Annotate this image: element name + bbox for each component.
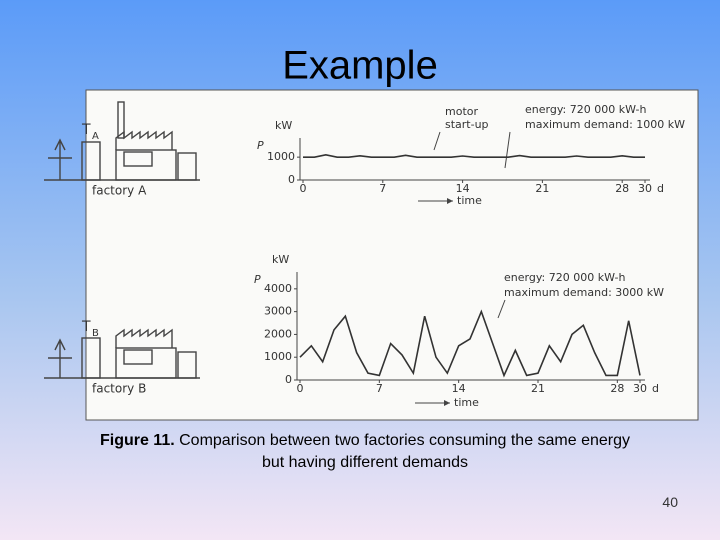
factory-a-drawing: [44, 101, 200, 181]
annotation-arrow: [497, 299, 506, 319]
power-line: [299, 309, 641, 378]
power-line: [303, 154, 645, 158]
y-label: P: [254, 273, 261, 286]
x-tick-label: 21: [535, 182, 549, 195]
factory-b-tag-sub: B: [92, 328, 99, 339]
annotation: motor: [445, 105, 478, 118]
annotation: maximum demand: 1000 kW: [525, 118, 685, 131]
caption-text: Comparison between two factories consumi…: [179, 432, 631, 471]
y-tick-label: 4000: [264, 282, 292, 295]
factory-a-tag: T: [81, 122, 91, 138]
x-tick-label: 0: [300, 182, 307, 195]
x-tick-label: 14: [452, 382, 466, 395]
x-tick-label: 30: [638, 182, 652, 195]
slide-title: Example: [282, 44, 438, 88]
y-tick-label: 2000: [264, 327, 292, 340]
x-unit: d: [657, 182, 664, 195]
x-tick-label: 7: [376, 382, 383, 395]
y-tick-label: 0: [285, 373, 292, 386]
y-unit: kW: [275, 119, 292, 132]
factory-a-tag-sub: A: [92, 131, 99, 142]
figure-frame: [85, 89, 699, 421]
factory-b-drawing: [44, 328, 200, 379]
annotation-arrow: [433, 131, 511, 169]
x-tick-label: 7: [379, 182, 386, 195]
y-tick-label: 3000: [264, 305, 292, 318]
page-number: 40: [662, 494, 678, 510]
annotation: energy: 720 000 kW-h: [525, 103, 646, 116]
x-tick-label: 21: [531, 382, 545, 395]
x-tick-label: 30: [633, 382, 647, 395]
y-label: P: [257, 139, 264, 152]
x-label: time: [454, 396, 479, 409]
x-tick-label: 28: [615, 182, 629, 195]
factory-b-label: factory B: [92, 382, 146, 396]
caption: Figure 11. Comparison between two factor…: [90, 430, 640, 474]
factory-a-label: factory A: [92, 184, 147, 198]
x-unit: d: [652, 382, 659, 395]
y-unit: kW: [272, 253, 289, 266]
caption-label: Figure 11.: [99, 432, 175, 449]
time-arrowhead: [447, 198, 453, 204]
annotation: energy: 720 000 kW-h: [504, 271, 625, 284]
x-tick-label: 14: [456, 182, 470, 195]
x-label: time: [457, 194, 482, 207]
factory-b-tag: T: [81, 319, 91, 335]
y-tick-label: 1000: [264, 350, 292, 363]
y-tick-label: 0: [288, 173, 295, 186]
x-tick-label: 0: [297, 382, 304, 395]
x-tick-label: 28: [610, 382, 624, 395]
y-tick-label: 1000: [267, 150, 295, 163]
time-arrowhead: [444, 400, 450, 406]
annotation: maximum demand: 3000 kW: [504, 286, 664, 299]
annotation: start-up: [445, 118, 489, 131]
